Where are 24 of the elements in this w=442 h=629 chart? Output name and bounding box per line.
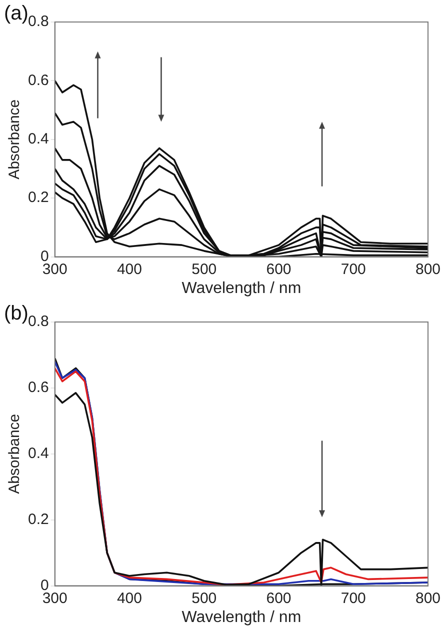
y-tick-label: 0.4: [28, 445, 49, 462]
y-axis-title: Absorbance: [6, 414, 24, 494]
y-tick-label: 0.2: [28, 189, 49, 206]
y-tick-label: 0.6: [28, 72, 49, 89]
y-tick-label: 0.8: [28, 13, 49, 30]
x-axis-title: Wavelength / nm: [182, 608, 302, 626]
x-tick-label: 800: [415, 590, 441, 607]
x-tick-label: 400: [116, 260, 142, 278]
x-axis-title: Wavelength / nm: [182, 280, 302, 297]
y-tick-label: 0.4: [28, 130, 49, 148]
y-axis-title: Absorbance: [6, 99, 24, 180]
y-tick-label: 0.2: [28, 510, 49, 528]
x-tick-label: 500: [192, 590, 217, 607]
x-tick-label: 400: [116, 590, 142, 607]
x-tick-label: 800: [415, 260, 441, 278]
x-tick-label: 600: [266, 590, 292, 607]
x-tick-label: 500: [192, 260, 217, 278]
x-tick-label: 700: [340, 590, 366, 607]
y-tick-label: 0.6: [28, 379, 49, 396]
y-tick-label: 0.8: [28, 313, 49, 330]
chart-title: (b): [4, 302, 28, 325]
chart-title: (a): [4, 2, 28, 25]
x-tick-label: 600: [266, 260, 292, 278]
x-tick-label: 700: [340, 260, 366, 278]
